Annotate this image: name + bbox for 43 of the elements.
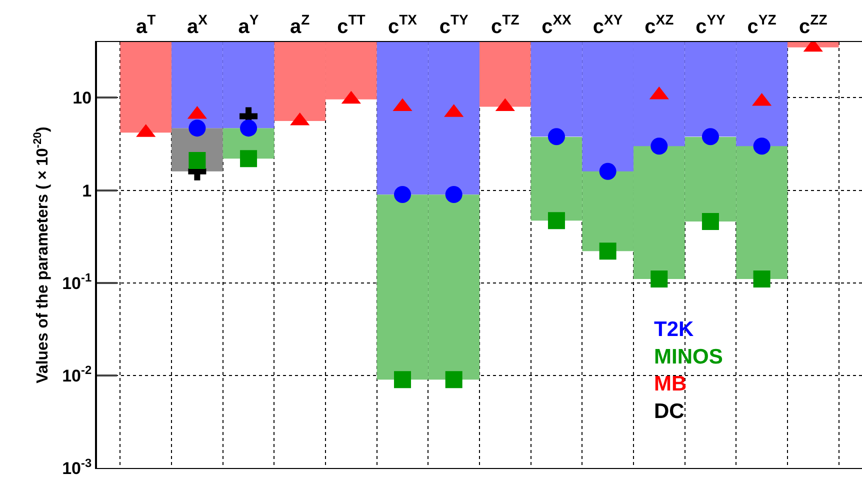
text: T2K	[654, 318, 694, 341]
point	[394, 186, 412, 204]
point	[753, 138, 770, 155]
x-tick-label: c$^{TT}$	[337, 12, 366, 38]
point	[445, 371, 462, 388]
x-tick-label: c$^{XY}$	[592, 12, 624, 38]
point	[240, 150, 258, 168]
point	[650, 138, 668, 155]
text: MB	[654, 372, 687, 396]
x-tick-label: a$^{T}$	[136, 12, 156, 38]
point	[702, 213, 719, 230]
text: DC	[654, 400, 684, 423]
point	[599, 162, 616, 180]
point	[445, 186, 462, 204]
point	[188, 152, 206, 169]
x-tick-label: c$^{XX}$	[542, 12, 572, 38]
point	[548, 128, 565, 146]
point	[753, 270, 770, 288]
y-tick-label: 10$^{-2}$	[62, 363, 92, 386]
point	[394, 371, 412, 388]
point	[650, 270, 668, 288]
point	[240, 120, 258, 137]
x-tick-label: c$^{ZZ}$	[799, 12, 828, 38]
x-tick-label: a$^{Z}$	[290, 12, 310, 38]
bar	[120, 42, 172, 133]
y-tick-label: 10	[72, 88, 92, 108]
point	[548, 212, 565, 230]
y-tick-label: 10$^{-3}$	[62, 456, 92, 478]
point	[599, 242, 616, 260]
point	[188, 120, 206, 137]
x-tick-label: c$^{TY}$	[439, 12, 470, 38]
x-tick-label: a$^{Y}$	[238, 12, 260, 38]
x-tick-label: c$^{TX}$	[388, 12, 418, 38]
x-tick-label: a$^{X}$	[186, 12, 208, 38]
point	[702, 128, 719, 146]
y-tick-label: 10$^{-1}$	[62, 270, 92, 293]
x-tick-label: c$^{YZ}$	[747, 12, 777, 38]
bar	[480, 42, 531, 107]
text: MINOS	[654, 345, 723, 368]
x-tick-label: c$^{YY}$	[696, 12, 726, 38]
y-tick-label: 1	[82, 181, 92, 200]
x-tick-label: c$^{TZ}$	[491, 12, 520, 38]
x-tick-label: c$^{XZ}$	[644, 12, 674, 38]
